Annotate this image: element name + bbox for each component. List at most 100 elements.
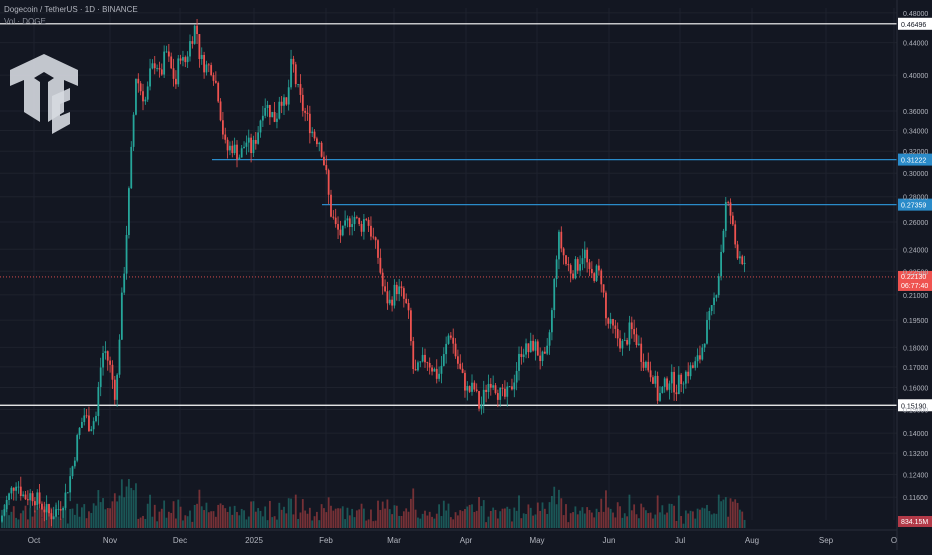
volume-bar xyxy=(713,513,715,528)
candle-body xyxy=(471,382,473,392)
volume-bar xyxy=(485,522,487,528)
volume-bar xyxy=(410,498,412,528)
candle-body xyxy=(522,354,525,357)
volume-bar xyxy=(160,508,163,528)
candle-body xyxy=(313,131,316,139)
volume-bar xyxy=(346,507,349,528)
candle-body xyxy=(323,156,325,166)
y-tick-label: 0.13200 xyxy=(903,451,928,458)
volume-bar xyxy=(10,511,13,528)
candle-body xyxy=(334,217,337,225)
candle-body xyxy=(572,273,574,279)
volume-bar xyxy=(400,515,403,528)
candle-body xyxy=(534,341,537,351)
volume-bar xyxy=(642,507,645,528)
volume-bar xyxy=(236,511,238,528)
candle-body xyxy=(38,492,41,504)
candle-body xyxy=(66,492,69,494)
candle-body xyxy=(494,385,497,394)
volume-bar xyxy=(654,514,657,528)
candle-body xyxy=(600,270,603,285)
volume-bar xyxy=(128,479,130,528)
volume-bar xyxy=(348,515,351,528)
volume-bar xyxy=(139,517,142,528)
volume-bar xyxy=(736,502,739,528)
candle-body xyxy=(419,361,422,363)
volume-bar xyxy=(179,506,182,528)
volume-bar xyxy=(558,489,560,528)
candle-body xyxy=(191,41,194,44)
volume-bar xyxy=(120,479,123,528)
candle-body xyxy=(569,265,572,274)
candles[interactable] xyxy=(1,19,746,527)
candle-body xyxy=(177,58,180,85)
candle-body xyxy=(706,319,708,344)
volume-bar xyxy=(320,504,323,528)
candle-body xyxy=(374,237,377,241)
candle-body xyxy=(489,383,492,388)
candle-body xyxy=(55,509,57,517)
volume-bar xyxy=(214,516,217,528)
candle-body xyxy=(236,144,238,160)
volume-bar xyxy=(393,505,396,528)
volume-bar xyxy=(167,511,170,528)
candle-body xyxy=(3,509,6,516)
candle-body xyxy=(480,404,483,409)
y-tick-label: 0.17000 xyxy=(903,365,928,372)
candle-body xyxy=(440,365,443,374)
candle-body xyxy=(17,486,20,488)
volume-bar xyxy=(593,517,596,528)
volume-bar xyxy=(384,508,386,528)
candle-body xyxy=(675,392,678,395)
volume-bar xyxy=(682,523,685,528)
volume-bar xyxy=(572,512,574,528)
candle-body xyxy=(10,487,13,494)
volume-bar xyxy=(640,503,643,528)
candle-body xyxy=(731,215,734,225)
volume-bar xyxy=(504,508,506,528)
volume-bar xyxy=(266,520,269,528)
candle-body xyxy=(381,272,384,287)
candle-body xyxy=(609,319,612,324)
volume-bar xyxy=(440,516,443,528)
candle-body xyxy=(135,78,137,115)
candle-body xyxy=(250,137,252,154)
candle-body xyxy=(504,388,506,397)
volume-label: Vol · DOGE xyxy=(4,17,46,26)
volume-bar xyxy=(104,509,107,528)
candle-body xyxy=(327,170,330,195)
volume-bar xyxy=(226,511,229,528)
candle-body xyxy=(541,351,544,362)
volume-bar xyxy=(532,515,534,528)
volume-bar xyxy=(254,511,257,528)
volume-bar xyxy=(581,507,584,528)
candle-body xyxy=(370,225,372,237)
candle-body xyxy=(485,389,487,392)
volume-bar xyxy=(207,512,210,528)
volume-bar xyxy=(193,504,196,528)
volume-bar xyxy=(670,503,673,528)
candle-body xyxy=(508,386,511,388)
volume-bar xyxy=(609,508,612,528)
volume-bar xyxy=(325,512,328,528)
candle-body xyxy=(652,377,654,384)
volume-bar xyxy=(22,510,25,528)
candle-body xyxy=(482,389,485,405)
volume-bar xyxy=(294,494,297,528)
candle-body xyxy=(125,235,128,274)
volume-bar xyxy=(330,505,332,528)
candle-body xyxy=(273,112,276,122)
volume-bar xyxy=(66,523,69,528)
volume-bar xyxy=(132,490,135,528)
volume-bar xyxy=(473,512,476,528)
candle-body xyxy=(468,386,471,392)
volume-value-tag xyxy=(898,516,932,527)
candle-body xyxy=(320,142,323,157)
candle-body xyxy=(332,216,335,218)
level-price-label: 0.31222 xyxy=(901,158,926,165)
candle-body xyxy=(588,262,591,269)
x-tick-label: Aug xyxy=(745,536,759,545)
volume-bar xyxy=(337,508,339,528)
